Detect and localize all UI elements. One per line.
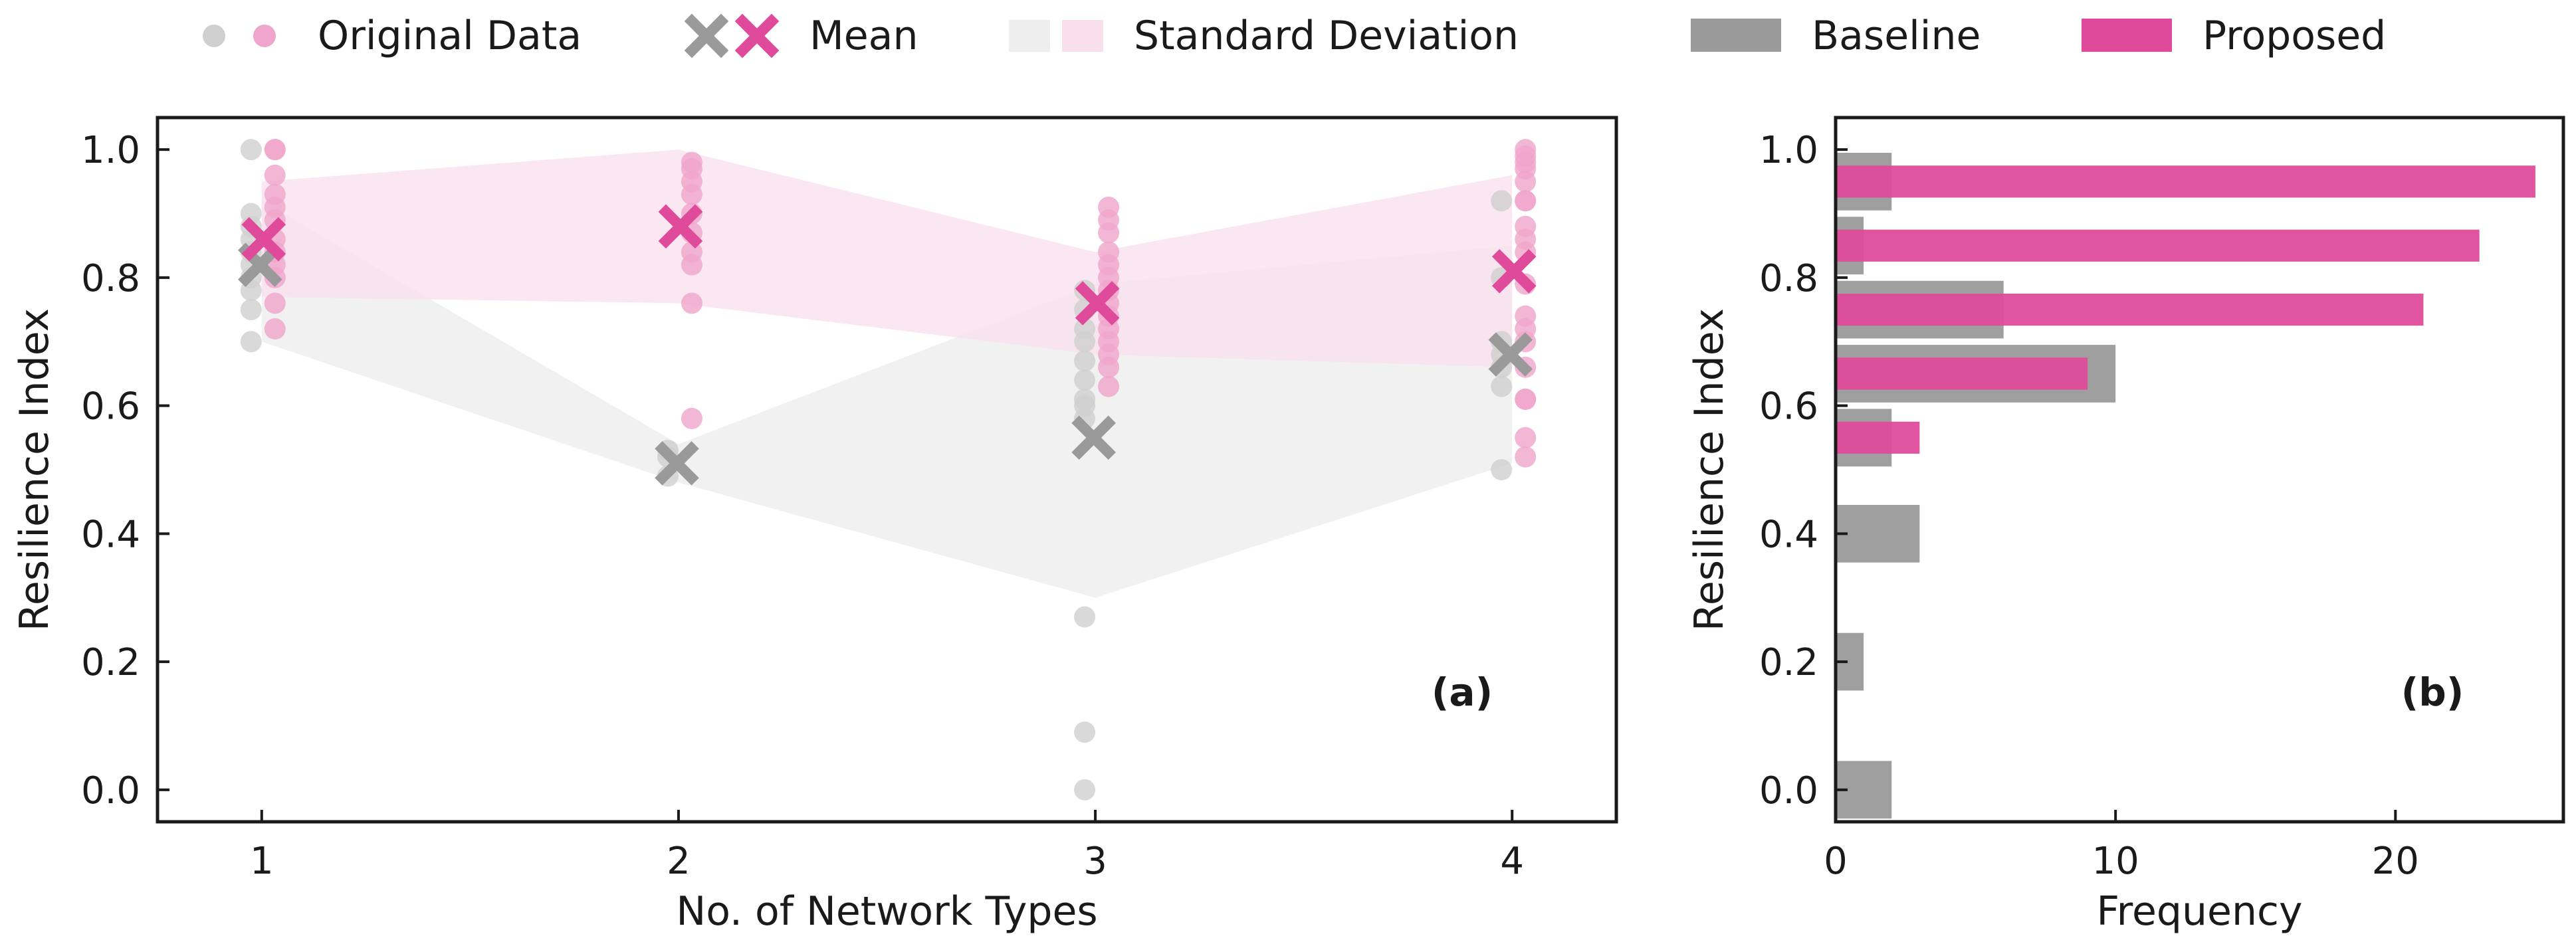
panel-b-x-axis-label: Frequency bbox=[2097, 888, 2303, 935]
data-point-proposed bbox=[264, 292, 286, 314]
mean-marker-proposed bbox=[241, 217, 286, 262]
data-point-baseline bbox=[240, 139, 262, 161]
data-point-baseline bbox=[1491, 190, 1513, 212]
y-tick-label: 0.8 bbox=[1759, 257, 1818, 300]
x-tick-label: 10 bbox=[2092, 840, 2139, 883]
data-point-baseline bbox=[1074, 389, 1096, 410]
data-point-proposed bbox=[681, 407, 702, 429]
data-point-proposed bbox=[681, 292, 702, 314]
data-point-baseline bbox=[1491, 459, 1513, 480]
data-point-proposed bbox=[1515, 139, 1537, 161]
panel-a-axes-frame bbox=[156, 116, 1618, 824]
panel-a-means bbox=[238, 204, 1537, 486]
data-point-proposed bbox=[1515, 427, 1537, 448]
y-tick-label: 0.8 bbox=[81, 257, 140, 300]
legend-baseline-std-swatch bbox=[1009, 20, 1050, 52]
y-tick-label: 1.0 bbox=[1759, 129, 1818, 172]
data-point-proposed bbox=[264, 183, 286, 205]
data-point-proposed bbox=[264, 139, 286, 161]
data-point-proposed bbox=[1515, 305, 1537, 327]
panel-a-ticks: 1 2 3 4 0.0 0.2 0.4 0.6 0.8 1.0 bbox=[81, 129, 1524, 883]
bar-baseline bbox=[1836, 505, 1920, 563]
mean-marker-baseline bbox=[655, 441, 699, 486]
panel-a-std-bands bbox=[261, 149, 1513, 598]
panel-b-y-axis-label: Resilience Index bbox=[1686, 308, 1733, 631]
mean-marker-baseline bbox=[1071, 415, 1116, 460]
data-point-proposed bbox=[1098, 196, 1120, 218]
data-point-proposed bbox=[1515, 389, 1537, 410]
x-tick-label: 4 bbox=[1500, 840, 1524, 883]
bar-proposed bbox=[1836, 421, 1920, 454]
panel-a-label: (a) bbox=[1432, 670, 1493, 715]
bar-proposed bbox=[1836, 165, 2535, 198]
data-point-proposed bbox=[681, 151, 702, 173]
y-tick-label: 0.6 bbox=[1759, 385, 1818, 428]
panel-a-y-axis-label: Resilience Index bbox=[11, 308, 58, 631]
data-point-baseline bbox=[1074, 350, 1096, 372]
y-tick-label: 0.0 bbox=[1759, 769, 1818, 812]
panel-b-axes-frame bbox=[1834, 116, 2565, 824]
legend-baseline-label: Baseline bbox=[1812, 13, 1981, 59]
y-tick-label: 0.0 bbox=[81, 769, 140, 812]
y-tick-label: 0.6 bbox=[81, 385, 140, 428]
data-point-proposed bbox=[1098, 375, 1120, 397]
data-point-baseline bbox=[1074, 779, 1096, 801]
bar-proposed bbox=[1836, 229, 2480, 262]
panel-b-histogram: 0 10 20 0.0 0.2 0.4 0.6 0.8 1.0 Frequency Resili… bbox=[1686, 116, 2565, 935]
legend-mean-label: Mean bbox=[809, 13, 918, 59]
panel-b-bars bbox=[1836, 153, 2535, 819]
y-tick-label: 0.2 bbox=[1759, 641, 1818, 684]
data-point-proposed bbox=[264, 164, 286, 186]
mean-marker-proposed bbox=[1491, 248, 1537, 294]
data-point-proposed bbox=[1515, 190, 1537, 212]
data-point-baseline bbox=[240, 203, 262, 225]
x-tick-label: 3 bbox=[1083, 840, 1107, 883]
data-point-baseline bbox=[1074, 369, 1096, 391]
data-point-baseline bbox=[240, 299, 262, 321]
x-tick-label: 0 bbox=[1824, 840, 1848, 883]
legend-proposed-label: Proposed bbox=[2202, 13, 2386, 59]
panel-b-ticks: 0 10 20 0.0 0.2 0.4 0.6 0.8 1.0 bbox=[1759, 129, 2419, 883]
data-point-proposed bbox=[264, 318, 286, 339]
legend-baseline-swatch bbox=[1691, 19, 1781, 52]
legend-proposed-swatch bbox=[2082, 19, 2172, 52]
mean-marker-baseline bbox=[1488, 332, 1533, 377]
y-tick-label: 1.0 bbox=[81, 129, 140, 172]
bar-proposed bbox=[1836, 294, 2424, 326]
legend-baseline-point-marker bbox=[203, 25, 225, 47]
data-point-baseline bbox=[1074, 318, 1096, 339]
legend-proposed-point-marker bbox=[253, 25, 276, 47]
legend-proposed-mean-marker bbox=[734, 13, 780, 58]
data-point-proposed bbox=[681, 241, 702, 263]
x-tick-label: 20 bbox=[2372, 840, 2419, 883]
data-point-baseline bbox=[240, 331, 262, 353]
std-band-proposed bbox=[261, 149, 1513, 367]
data-point-baseline bbox=[1491, 375, 1513, 397]
mean-marker-proposed bbox=[658, 204, 703, 249]
y-tick-label: 0.2 bbox=[81, 641, 140, 684]
y-tick-label: 0.4 bbox=[81, 513, 140, 556]
x-tick-label: 2 bbox=[667, 840, 691, 883]
mean-marker-proposed bbox=[1075, 281, 1120, 326]
panel-a-scatter: 1 2 3 4 0.0 0.2 0.4 0.6 0.8 1.0 No. of Network Ty… bbox=[11, 116, 1618, 935]
data-point-proposed bbox=[1515, 215, 1537, 237]
legend: Original Data Mean Standard Deviation Ba… bbox=[203, 13, 2386, 59]
legend-std-label: Standard Deviation bbox=[1134, 13, 1519, 59]
y-tick-label: 0.4 bbox=[1759, 513, 1818, 556]
data-point-proposed bbox=[1515, 446, 1537, 468]
data-point-proposed bbox=[1098, 241, 1120, 263]
bar-proposed bbox=[1836, 357, 2088, 390]
data-point-baseline bbox=[1074, 721, 1096, 743]
panel-b-label: (b) bbox=[2401, 670, 2464, 715]
x-tick-label: 1 bbox=[250, 840, 274, 883]
legend-proposed-std-swatch bbox=[1062, 20, 1103, 52]
legend-original-data-label: Original Data bbox=[318, 13, 582, 59]
legend-baseline-mean-marker bbox=[684, 13, 729, 58]
data-point-baseline bbox=[1074, 606, 1096, 628]
panel-a-x-axis-label: No. of Network Types bbox=[676, 888, 1097, 935]
